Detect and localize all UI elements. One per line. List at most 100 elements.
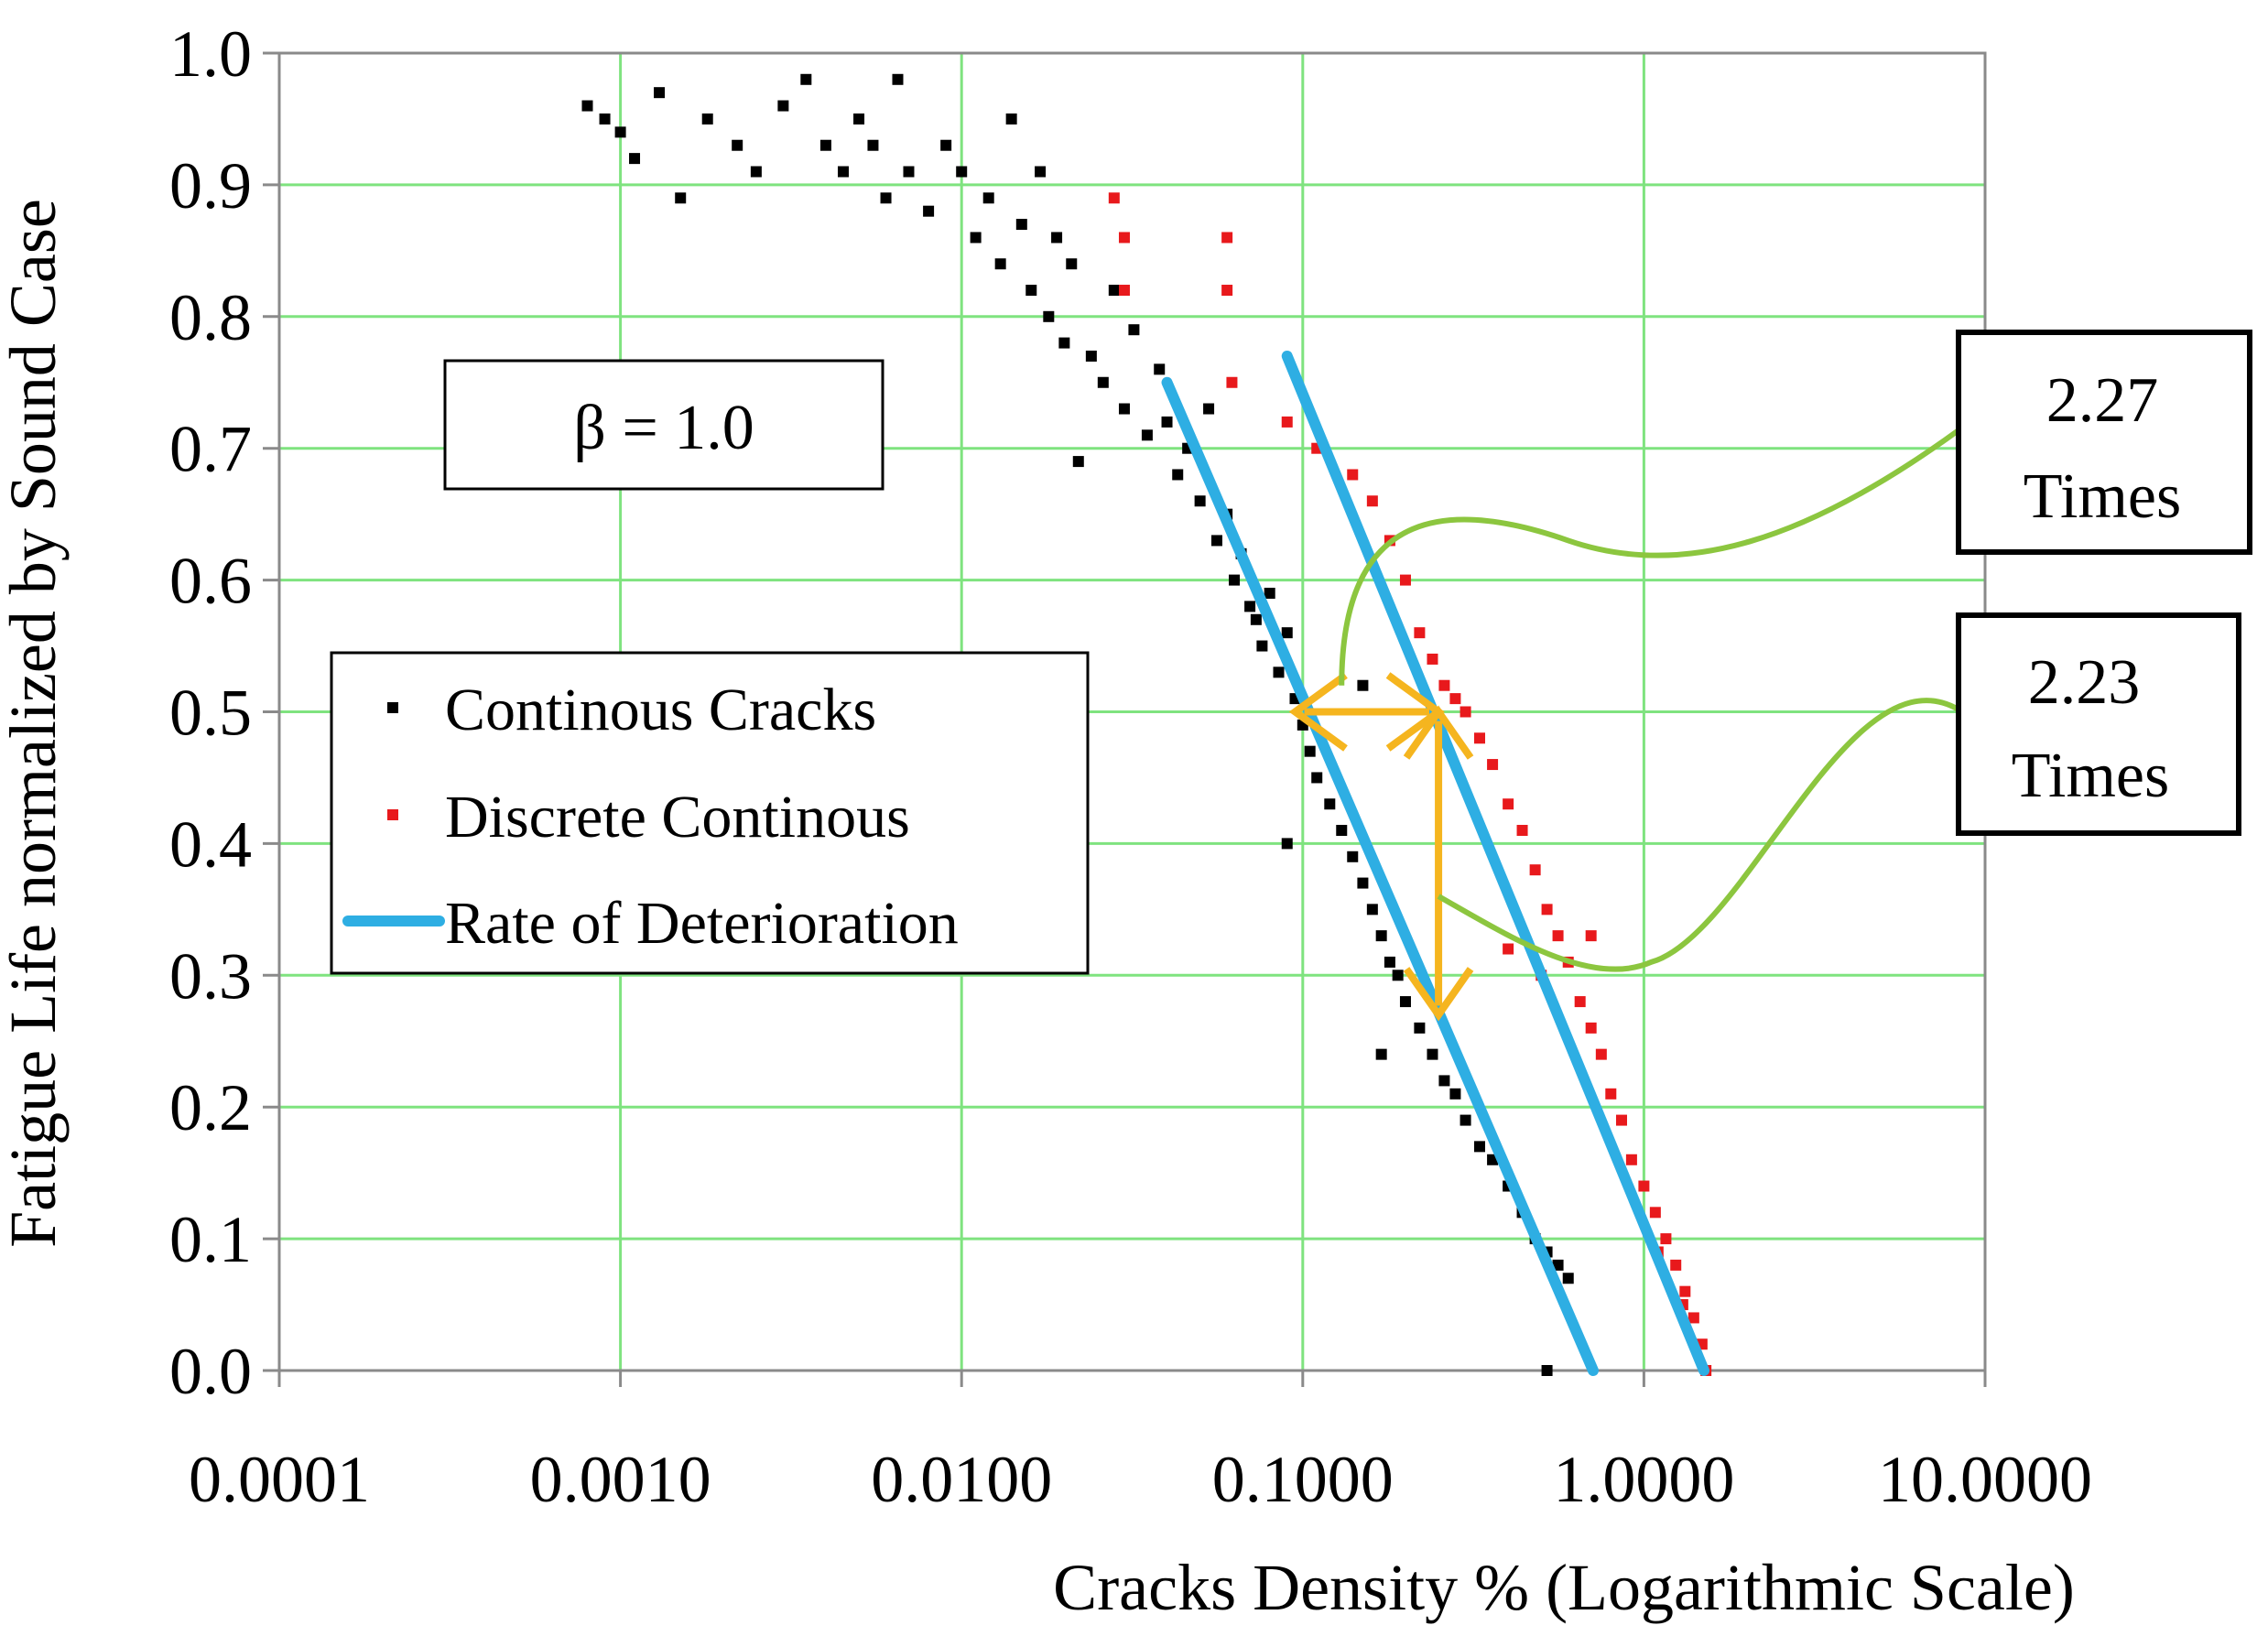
- point-continous-cracks: [970, 232, 982, 244]
- point-continous-cracks: [1273, 666, 1285, 678]
- legend-label-continous-cracks: Continous Cracks: [445, 677, 876, 743]
- point-discrete-continous: [1605, 1088, 1617, 1100]
- point-continous-cracks: [940, 139, 952, 151]
- point-continous-cracks: [994, 258, 1006, 270]
- legend-marker-discrete-continous: [387, 809, 398, 820]
- point-continous-cracks: [1375, 930, 1387, 942]
- point-discrete-continous: [1679, 1285, 1691, 1297]
- point-continous-cracks: [1244, 601, 1256, 612]
- point-discrete-continous: [1427, 653, 1438, 665]
- point-discrete-continous: [1595, 1048, 1607, 1060]
- point-discrete-continous: [1438, 679, 1450, 691]
- point-continous-cracks: [1384, 956, 1395, 968]
- y-axis-label: Fatigue Life normalized by Sound Case: [0, 199, 70, 1248]
- x-tick-label: 0.0010: [530, 1443, 711, 1516]
- point-discrete-continous: [1221, 285, 1233, 297]
- callout-2-23: 2.23 Times: [1956, 612, 2241, 836]
- callout-unit-2-23: Times: [2012, 741, 2170, 811]
- x-tick-label: 0.0100: [871, 1443, 1052, 1516]
- point-discrete-continous: [1399, 574, 1411, 586]
- point-discrete-continous: [1108, 192, 1120, 204]
- point-continous-cracks: [1399, 996, 1411, 1008]
- point-continous-cracks: [1281, 838, 1293, 850]
- point-continous-cracks: [1357, 679, 1369, 691]
- point-continous-cracks: [923, 205, 935, 217]
- point-discrete-continous: [1649, 1207, 1661, 1219]
- point-discrete-continous: [1574, 996, 1586, 1008]
- x-tick-label: 0.1000: [1212, 1443, 1394, 1516]
- point-continous-cracks: [853, 113, 865, 125]
- point-continous-cracks: [1541, 1365, 1553, 1376]
- point-continous-cracks: [1264, 587, 1275, 599]
- point-continous-cracks: [1427, 1048, 1438, 1060]
- y-tick-label: 0.0: [169, 1335, 252, 1408]
- grid: [279, 53, 1985, 1371]
- point-continous-cracks: [956, 166, 968, 178]
- y-tick-label: 0.3: [169, 939, 252, 1013]
- point-continous-cracks: [1015, 219, 1027, 231]
- point-continous-cracks: [1357, 877, 1369, 889]
- point-discrete-continous: [1460, 706, 1471, 718]
- point-continous-cracks: [581, 100, 593, 112]
- legend-box: [330, 651, 1090, 975]
- point-discrete-continous: [1638, 1180, 1650, 1192]
- point-continous-cracks: [777, 100, 789, 112]
- point-continous-cracks: [1229, 574, 1241, 586]
- legend-label-rate-of-deterioration: Rate of Deterioration: [445, 890, 959, 957]
- point-discrete-continous: [1552, 930, 1564, 942]
- x-tick-label: 10.0000: [1878, 1443, 2092, 1516]
- point-discrete-continous: [1221, 232, 1233, 244]
- arrowhead-up: [1403, 705, 1474, 760]
- rate-of-deterioration-line: [1281, 350, 1710, 1376]
- y-tick-label: 0.7: [169, 413, 252, 486]
- point-discrete-continous: [1118, 285, 1130, 297]
- point-continous-cracks: [1366, 904, 1378, 916]
- x-tick-label: 0.0001: [189, 1443, 370, 1516]
- point-discrete-continous: [1487, 759, 1499, 771]
- point-continous-cracks: [1336, 825, 1348, 837]
- y-tick-label: 1.0: [169, 17, 252, 91]
- point-discrete-continous: [1473, 732, 1485, 744]
- arrowhead-down: [1403, 967, 1474, 1022]
- point-continous-cracks: [1085, 350, 1097, 362]
- callout-unit-2-27: Times: [2024, 461, 2182, 532]
- point-discrete-continous: [1503, 798, 1514, 810]
- point-discrete-continous: [1503, 943, 1514, 955]
- y-tick-label: 0.4: [169, 807, 252, 881]
- point-continous-cracks: [1375, 1048, 1387, 1060]
- point-continous-cracks: [1304, 745, 1316, 757]
- y-tick-label: 0.1: [169, 1203, 252, 1276]
- point-discrete-continous: [1670, 1259, 1682, 1271]
- point-continous-cracks: [1438, 1075, 1450, 1087]
- callout-connector-2-27: [1339, 428, 1960, 686]
- legend: Continous Cracks Discrete Continous Rate…: [330, 651, 1090, 975]
- point-continous-cracks: [654, 87, 666, 99]
- point-continous-cracks: [880, 192, 892, 204]
- point-continous-cracks: [1154, 363, 1166, 375]
- point-continous-cracks: [1562, 1273, 1574, 1284]
- point-continous-cracks: [1058, 337, 1070, 349]
- point-continous-cracks: [1311, 772, 1323, 784]
- point-discrete-continous: [1585, 930, 1597, 942]
- point-continous-cracks: [1460, 1114, 1471, 1126]
- x-axis-label: Cracks Density % (Logarithmic Scale): [1053, 1551, 2075, 1624]
- x-tick-label: 1.0000: [1553, 1443, 1734, 1516]
- point-continous-cracks: [1552, 1259, 1564, 1271]
- point-continous-cracks: [1005, 113, 1017, 125]
- point-continous-cracks: [1414, 1022, 1426, 1034]
- parameter-box: [443, 359, 884, 491]
- rate-of-deterioration-line: [1161, 376, 1599, 1376]
- point-continous-cracks: [867, 139, 879, 151]
- point-continous-cracks: [837, 166, 849, 178]
- tick-labels: 0.0 0.1 0.2 0.3 0.4 0.5 0.6 0.7 0.8 0.9 1.0 0.0001 0…: [169, 17, 2092, 1516]
- point-continous-cracks: [1281, 627, 1293, 639]
- y-tick-label: 0.2: [169, 1071, 252, 1144]
- y-tick-label: 0.9: [169, 149, 252, 222]
- callout-connectors: [1339, 428, 1960, 972]
- point-continous-cracks: [1108, 285, 1120, 297]
- point-continous-cracks: [1118, 403, 1130, 415]
- point-discrete-continous: [1625, 1154, 1637, 1165]
- legend-label-discrete-continous: Discrete Continous: [445, 784, 910, 851]
- point-discrete-continous: [1414, 627, 1426, 639]
- point-continous-cracks: [750, 166, 762, 178]
